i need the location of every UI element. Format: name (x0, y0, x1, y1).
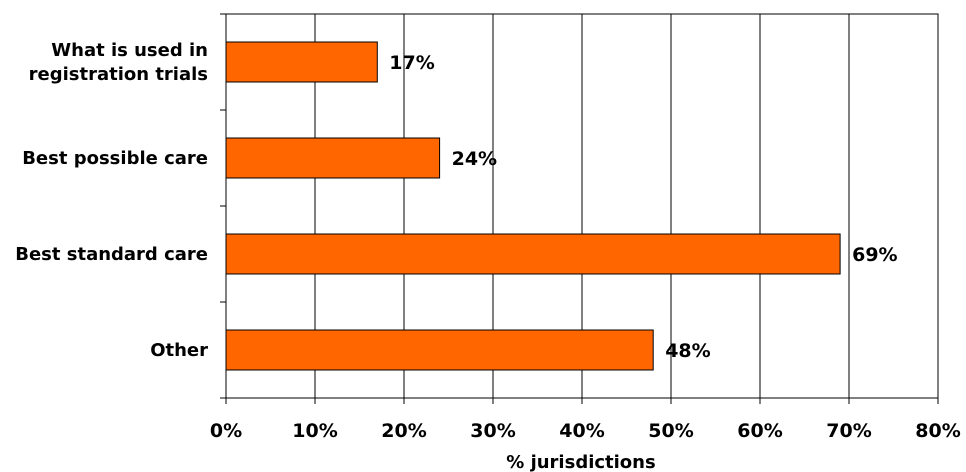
x-tick-label: 20% (381, 420, 426, 442)
data-label: 24% (452, 148, 497, 170)
x-axis-title: % jurisdictions (506, 452, 655, 472)
x-tick-label: 50% (648, 420, 693, 442)
x-tick-label: 60% (737, 420, 782, 442)
x-tick-label: 40% (559, 420, 604, 442)
bar (225, 137, 441, 179)
data-labels: 17% 24% 69% 48% (389, 52, 897, 362)
x-tick-label: 30% (470, 420, 515, 442)
bar (225, 41, 378, 83)
bar (225, 233, 841, 275)
bar (225, 329, 654, 371)
data-label: 48% (665, 340, 710, 362)
tick-labels: 0% 10% 20% 30% 40% 50% 60% 70% 80% (210, 420, 961, 442)
category-labels: What is used in registration trials Best p… (15, 40, 208, 361)
gridlines (314, 14, 850, 398)
category-label: registration trials (29, 64, 208, 85)
category-label: Best possible care (22, 148, 208, 169)
data-label: 69% (852, 244, 897, 266)
x-tick-label: 70% (826, 420, 871, 442)
category-label: Best standard care (15, 244, 208, 265)
axes (220, 13, 939, 404)
x-tick-label: 10% (292, 420, 337, 442)
bars (225, 41, 841, 371)
data-label: 17% (389, 52, 434, 74)
category-label: Other (150, 340, 208, 361)
x-tick-label: 80% (915, 420, 960, 442)
x-tick-label: 0% (210, 420, 242, 442)
category-label: What is used in (51, 40, 208, 61)
